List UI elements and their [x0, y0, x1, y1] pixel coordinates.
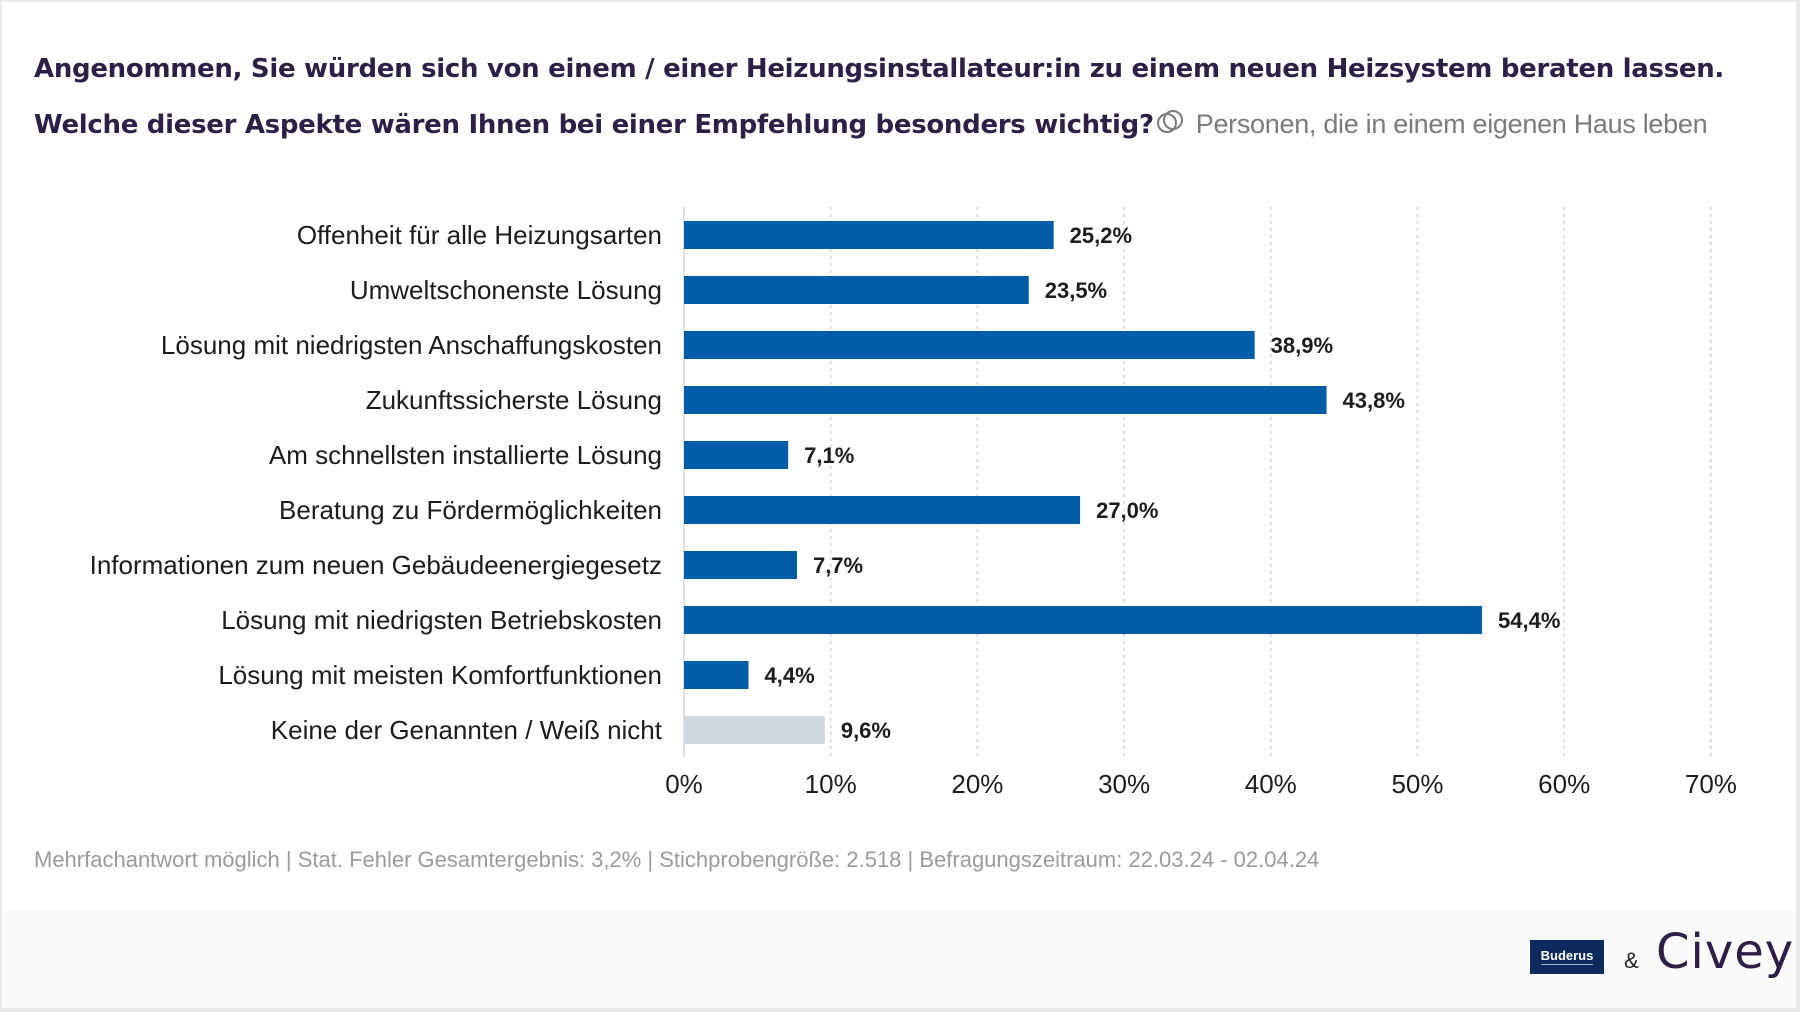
value-label: 7,7% — [813, 553, 863, 578]
bar[interactable] — [684, 221, 1054, 249]
bar[interactable] — [684, 386, 1327, 414]
bar[interactable] — [684, 606, 1483, 634]
bar-chart: Offenheit für alle Heizungsarten 25,2% Umw… — [2, 2, 1796, 902]
category-label: Beratung zu Fördermöglichkeiten — [279, 495, 662, 525]
category-label: Offenheit für alle Heizungsarten — [297, 220, 662, 250]
bar[interactable] — [684, 661, 749, 689]
x-tick-label: 60% — [1538, 769, 1590, 799]
bar[interactable] — [684, 276, 1029, 304]
ampersand: & — [1624, 948, 1639, 973]
category-label: Umweltschonenste Lösung — [350, 275, 662, 305]
category-label: Lösung mit niedrigsten Anschaffungskoste… — [161, 330, 662, 360]
buderus-logo[interactable]: Buderus — [1530, 940, 1604, 974]
category-label: Am schnellsten installierte Lösung — [269, 440, 662, 470]
bar[interactable] — [684, 716, 825, 744]
x-tick-label: 10% — [805, 769, 857, 799]
category-label: Keine der Genannten / Weiß nicht — [271, 715, 663, 745]
chart-title-block: Angenommen, Sie würden sich von einem / … — [34, 42, 1734, 153]
value-label: 38,9% — [1271, 333, 1333, 358]
subtitle-group: Personen, die in einem eigenen Haus lebe… — [1154, 109, 1708, 139]
category-label: Informationen zum neuen Gebäudeenergiege… — [90, 550, 662, 580]
value-label: 4,4% — [765, 663, 815, 688]
x-tick-label: 0% — [665, 769, 703, 799]
x-tick-label: 20% — [951, 769, 1003, 799]
buderus-logo-text: Buderus — [1540, 948, 1594, 965]
bar-chart-svg: Offenheit für alle Heizungsarten 25,2% Umw… — [90, 207, 1737, 799]
value-label: 7,1% — [804, 443, 854, 468]
value-label: 25,2% — [1070, 223, 1132, 248]
category-label: Lösung mit meisten Komfortfunktionen — [218, 660, 662, 690]
bar[interactable] — [684, 496, 1081, 524]
bar[interactable] — [684, 441, 789, 469]
category-label: Lösung mit niedrigsten Betriebskosten — [221, 605, 662, 635]
value-label: 23,5% — [1045, 278, 1107, 303]
value-label: 27,0% — [1096, 498, 1158, 523]
chart-subtitle: Personen, die in einem eigenen Haus lebe… — [1195, 109, 1708, 139]
category-label: Zukunftssicherste Lösung — [366, 385, 662, 415]
chart-title: Angenommen, Sie würden sich von einem / … — [34, 54, 1725, 140]
value-label: 9,6% — [841, 718, 891, 743]
overlapping-circles-icon[interactable] — [1156, 108, 1184, 136]
x-tick-label: 30% — [1098, 769, 1150, 799]
x-tick-label: 50% — [1391, 769, 1443, 799]
bar[interactable] — [684, 331, 1255, 359]
bar[interactable] — [684, 551, 797, 579]
footer-band: Buderus & Civey — [2, 910, 1796, 1008]
x-tick-label: 70% — [1685, 769, 1737, 799]
value-label: 54,4% — [1498, 608, 1560, 633]
x-tick-label: 40% — [1245, 769, 1297, 799]
survey-note: Mehrfachantwort möglich | Stat. Fehler G… — [34, 847, 1320, 872]
civey-logo[interactable]: Civey — [1656, 924, 1795, 980]
value-label: 43,8% — [1343, 388, 1405, 413]
